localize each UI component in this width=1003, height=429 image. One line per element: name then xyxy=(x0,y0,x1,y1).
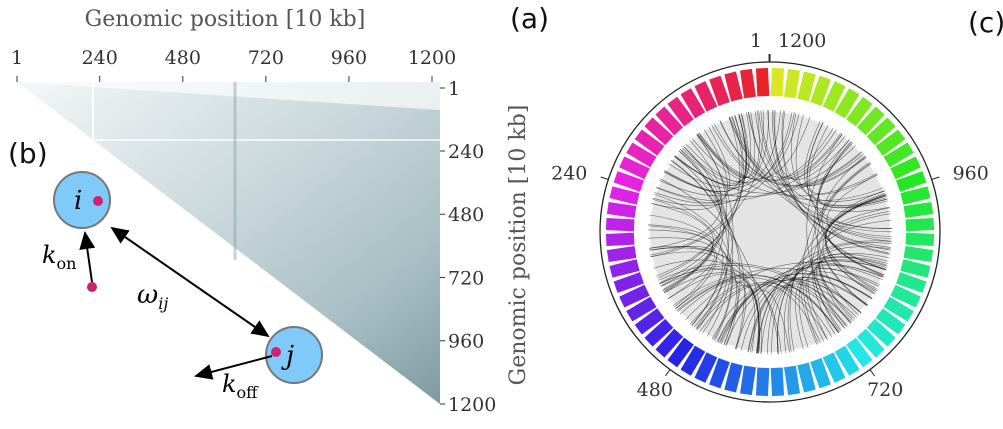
y-tick-label: 1 xyxy=(448,78,460,100)
segment xyxy=(784,366,800,395)
inner-disc xyxy=(650,112,890,352)
node-label: i xyxy=(74,186,82,216)
x-axis-label: Genomic position [10 kb] xyxy=(85,7,366,32)
ring-tick xyxy=(870,370,875,376)
figure: Genomic position [10 kb] Genomic positio… xyxy=(0,0,1003,429)
segment xyxy=(740,69,756,98)
rate-label: koff xyxy=(222,370,259,402)
segment xyxy=(607,246,636,262)
panel-label: (c) xyxy=(968,6,1003,39)
y-tick-label: 480 xyxy=(448,204,484,226)
panel-label: (a) xyxy=(510,2,549,35)
panel-label: (b) xyxy=(8,137,48,170)
segment xyxy=(606,218,635,231)
arrow xyxy=(85,233,92,282)
ring-tick-label: 480 xyxy=(637,379,673,401)
segment xyxy=(607,202,636,218)
ring-tick-label: 720 xyxy=(867,379,903,401)
x-tick-label: 1200 xyxy=(408,47,456,69)
contact-map xyxy=(17,82,440,404)
bead xyxy=(93,196,103,206)
x-tick-label: 480 xyxy=(165,47,201,69)
y-tick-label: 1200 xyxy=(448,394,496,416)
ring-tick xyxy=(601,177,609,179)
x-tick-label: 720 xyxy=(248,47,284,69)
segment xyxy=(756,368,769,397)
ring-tick-label: 240 xyxy=(551,163,587,185)
segment xyxy=(756,68,769,97)
rate-label: ωij xyxy=(137,280,168,313)
panel-c: (c) 1 240 480 720 960 1200 xyxy=(551,6,1003,402)
ring-tick-label: 1 xyxy=(750,30,762,52)
bead xyxy=(87,282,97,292)
y-axis-label: Genomic position [10 kb] xyxy=(506,105,531,386)
rate-label: kon xyxy=(42,241,76,273)
segment xyxy=(771,368,784,397)
ring-tick xyxy=(665,370,670,376)
bead xyxy=(271,347,281,357)
segment xyxy=(904,202,933,218)
segment xyxy=(771,68,784,97)
segment xyxy=(904,246,933,262)
ring-tick-label: 1200 xyxy=(778,30,826,52)
ring-tick-label: 960 xyxy=(953,163,989,185)
y-tick-label: 960 xyxy=(448,331,484,353)
ring-tick xyxy=(932,177,940,179)
y-tick-label: 240 xyxy=(448,141,484,163)
segment xyxy=(784,69,800,98)
x-tick-label: 960 xyxy=(331,47,367,69)
y-tick-label: 720 xyxy=(448,267,484,289)
segment xyxy=(606,233,635,246)
x-tick-label: 240 xyxy=(82,47,118,69)
x-tick-label: 1 xyxy=(11,47,23,69)
segment xyxy=(740,366,756,395)
segment xyxy=(906,233,935,246)
segment xyxy=(906,218,935,231)
